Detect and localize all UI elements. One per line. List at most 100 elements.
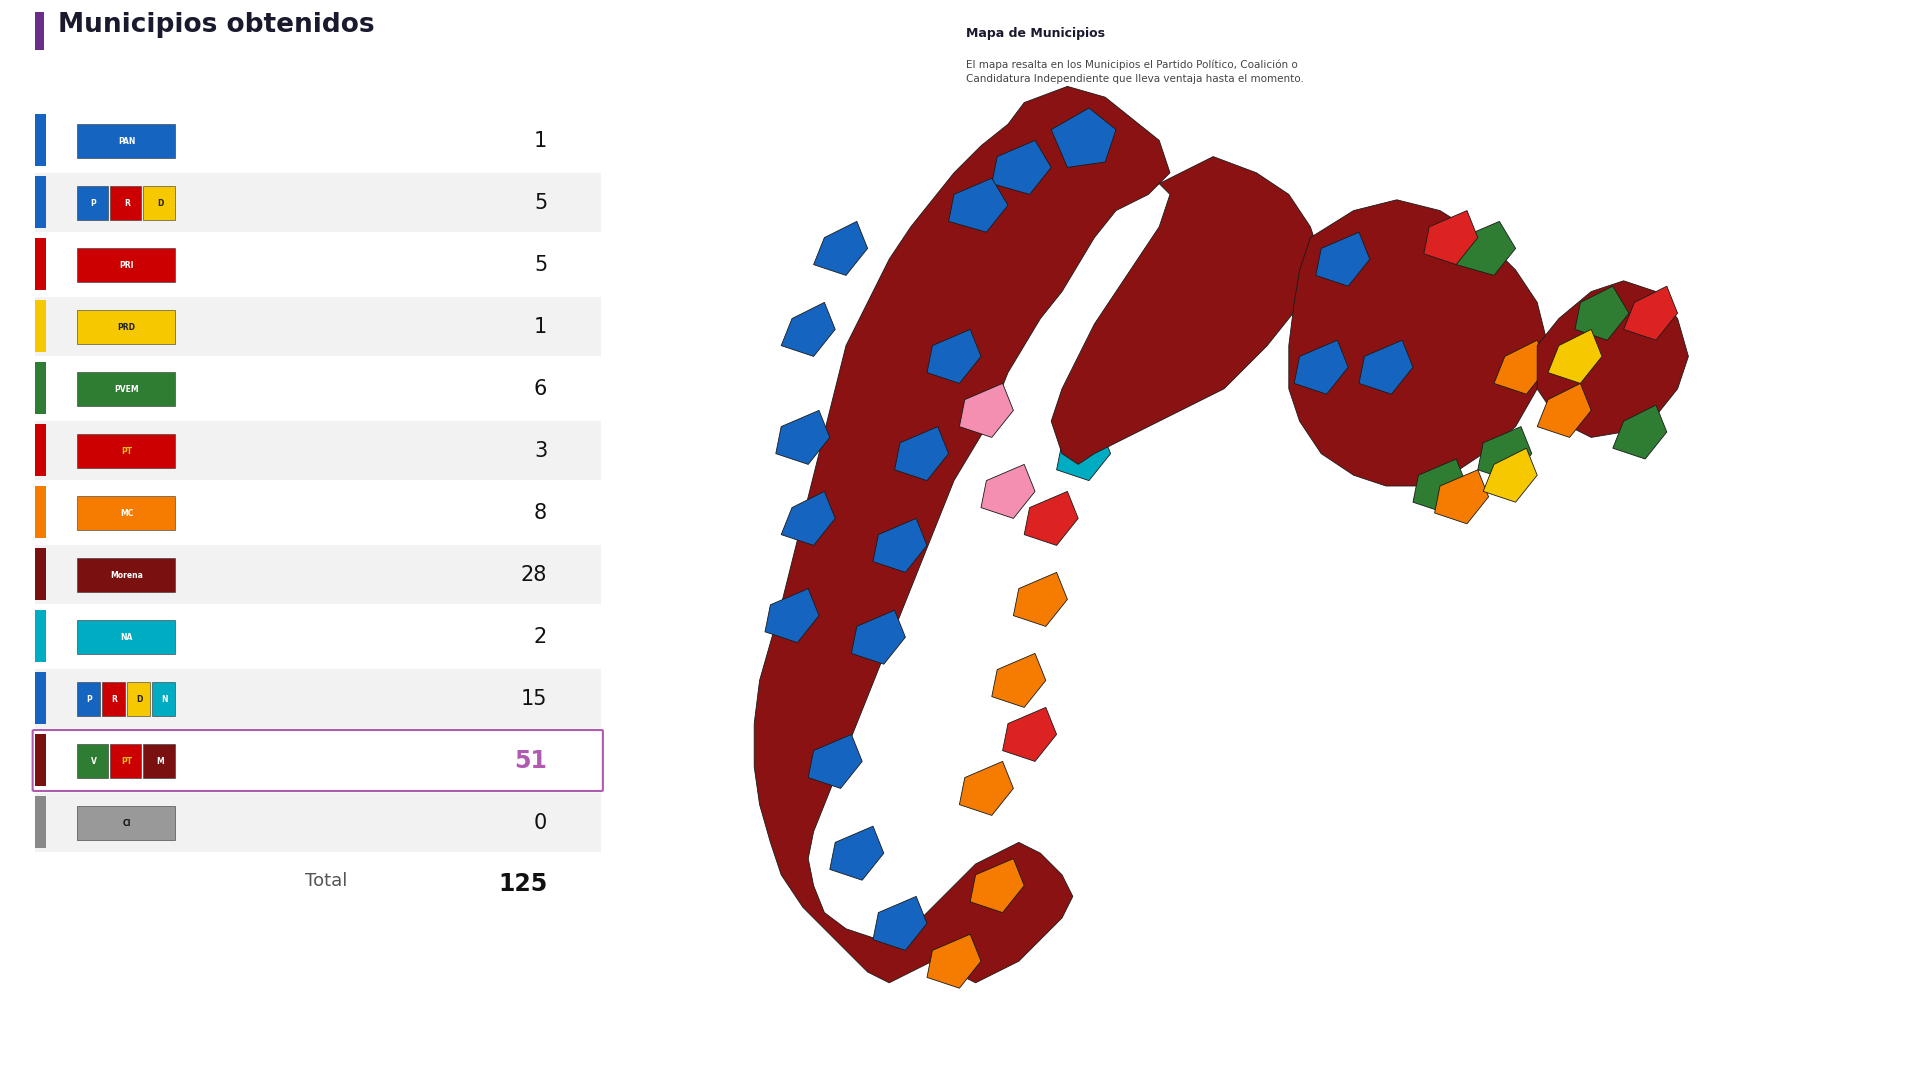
Bar (77, 681, 100, 716)
Bar (35, 610, 46, 662)
Bar (35, 793, 601, 852)
Text: PVEM: PVEM (115, 384, 138, 393)
Bar (35, 607, 601, 666)
Text: 5: 5 (534, 193, 547, 213)
Bar (77, 496, 175, 530)
Polygon shape (1288, 200, 1548, 486)
Polygon shape (993, 140, 1050, 194)
Bar (35, 176, 46, 228)
Bar (35, 114, 46, 166)
Polygon shape (1478, 427, 1532, 481)
Bar (77, 806, 175, 840)
Text: P: P (86, 694, 92, 703)
Bar (152, 681, 175, 716)
Bar (35, 12, 44, 50)
Bar (77, 620, 175, 654)
Text: El mapa resalta en los Municipios el Partido Político, Coalición o
Candidatura I: El mapa resalta en los Municipios el Par… (966, 59, 1304, 84)
Bar (144, 744, 175, 778)
Text: P: P (90, 199, 96, 207)
Text: Morena: Morena (109, 570, 144, 580)
Polygon shape (1050, 108, 1116, 167)
Polygon shape (851, 610, 906, 664)
Text: 51: 51 (515, 750, 547, 773)
Bar (77, 744, 108, 778)
Bar (35, 235, 601, 294)
Text: 5: 5 (534, 255, 547, 275)
Polygon shape (993, 653, 1046, 707)
Text: PT: PT (121, 756, 132, 766)
Text: Municipios obtenidos: Municipios obtenidos (58, 12, 374, 38)
Bar (35, 483, 601, 542)
Bar (109, 186, 142, 220)
Text: CI: CI (123, 819, 131, 827)
Polygon shape (1315, 232, 1369, 286)
Text: PRD: PRD (117, 323, 136, 332)
Bar (35, 486, 46, 538)
Text: 125: 125 (497, 872, 547, 896)
Polygon shape (1050, 157, 1321, 464)
Polygon shape (874, 896, 927, 950)
Text: PT: PT (121, 446, 132, 456)
Polygon shape (781, 302, 835, 356)
Polygon shape (764, 589, 820, 643)
Text: 0: 0 (534, 813, 547, 833)
Bar (35, 672, 46, 724)
Polygon shape (895, 427, 948, 481)
Text: Total: Total (305, 872, 348, 890)
Polygon shape (781, 491, 835, 545)
Polygon shape (981, 464, 1035, 518)
Bar (35, 796, 46, 848)
Polygon shape (829, 826, 883, 880)
Bar (35, 421, 601, 480)
Polygon shape (1455, 221, 1515, 275)
Bar (35, 731, 601, 789)
Polygon shape (874, 518, 927, 572)
Bar (35, 548, 46, 600)
Bar (77, 558, 175, 592)
Text: 8: 8 (534, 503, 547, 523)
Bar (35, 362, 46, 414)
Bar (35, 734, 46, 786)
Text: 1: 1 (534, 318, 547, 337)
Text: N: N (161, 694, 167, 703)
Bar (77, 434, 175, 468)
Bar (109, 744, 142, 778)
Polygon shape (1434, 470, 1488, 524)
Bar (35, 300, 46, 352)
Polygon shape (1624, 286, 1678, 340)
Text: 3: 3 (534, 441, 547, 461)
Polygon shape (1294, 340, 1348, 394)
Bar (35, 545, 601, 604)
Bar (77, 310, 175, 345)
Polygon shape (960, 383, 1014, 437)
Polygon shape (1413, 459, 1467, 513)
Text: R: R (111, 694, 117, 703)
Polygon shape (776, 410, 829, 464)
Bar (35, 359, 601, 418)
Bar (35, 238, 46, 291)
Polygon shape (1613, 405, 1667, 459)
Polygon shape (927, 934, 981, 988)
Polygon shape (1023, 491, 1079, 545)
Polygon shape (808, 734, 862, 788)
Polygon shape (755, 86, 1169, 983)
Text: 1: 1 (534, 131, 547, 151)
Text: NA: NA (121, 633, 132, 642)
Polygon shape (948, 178, 1008, 232)
Bar (102, 681, 125, 716)
Text: D: D (136, 694, 142, 703)
Text: 2: 2 (534, 627, 547, 647)
Polygon shape (1574, 286, 1628, 340)
Polygon shape (1425, 211, 1478, 265)
Polygon shape (1548, 329, 1601, 383)
Text: Mapa de Municipios: Mapa de Municipios (966, 27, 1106, 40)
Bar (35, 173, 601, 232)
Polygon shape (1538, 383, 1592, 437)
Polygon shape (1538, 281, 1688, 437)
Bar (77, 186, 108, 220)
Text: 28: 28 (520, 565, 547, 585)
FancyBboxPatch shape (33, 730, 603, 791)
Polygon shape (970, 859, 1023, 913)
Polygon shape (1359, 340, 1413, 394)
Text: D: D (157, 199, 163, 207)
